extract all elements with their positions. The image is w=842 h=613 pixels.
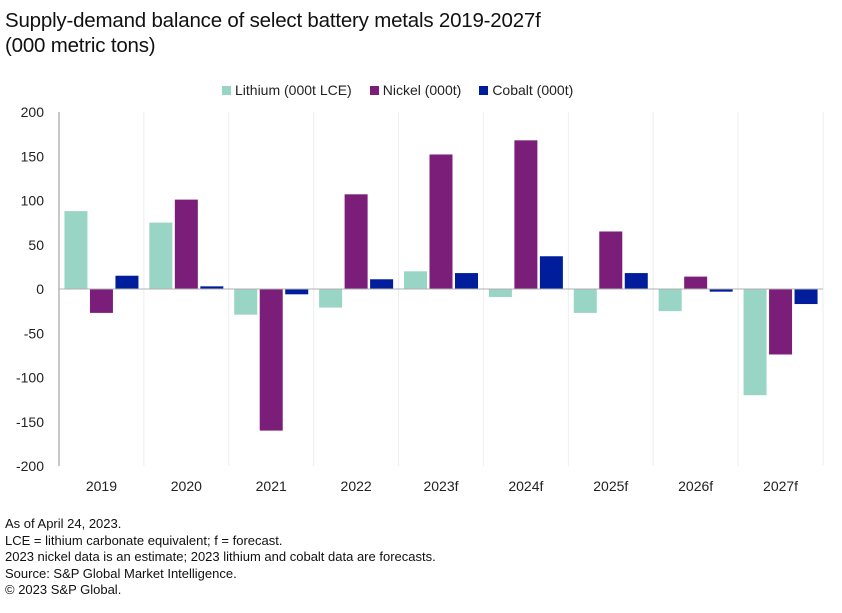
bar-cobalt-2026f	[709, 289, 733, 292]
chart-title-block: Supply-demand balance of select battery …	[5, 8, 541, 58]
bar-lithium-2022	[319, 289, 343, 308]
x-tick-label: 2027f	[763, 478, 798, 494]
y-tick-label: -150	[16, 414, 44, 430]
y-tick-label: 0	[36, 281, 44, 297]
chart-title: Supply-demand balance of select battery …	[5, 9, 541, 32]
bar-nickel-2023f	[429, 154, 453, 289]
x-tick-label: 2019	[86, 478, 117, 494]
bar-lithium-2021	[234, 289, 258, 315]
footnote-date: As of April 24, 2023.	[5, 516, 122, 531]
bar-lithium-2025f	[573, 289, 597, 313]
bar-lithium-2020	[149, 222, 173, 289]
legend-label-cobalt: Cobalt (000t)	[492, 82, 574, 98]
x-tick-label: 2024f	[508, 478, 543, 494]
x-tick-label: 2021	[256, 478, 287, 494]
bar-cobalt-2020	[200, 286, 224, 289]
legend-swatch-nickel	[369, 85, 379, 95]
chart-subtitle: (000 metric tons)	[5, 34, 156, 57]
footnote-copyright: © 2023 S&P Global.	[5, 582, 122, 598]
bar-lithium-2023f	[404, 271, 427, 289]
legend-label-nickel: Nickel (000t)	[382, 82, 462, 98]
x-tick-label: 2023f	[423, 478, 458, 494]
legend: Lithium (000t LCE) Nickel (000t) Cobalt …	[222, 82, 573, 98]
bar-cobalt-2019	[115, 275, 139, 289]
y-tick-label: -100	[16, 370, 44, 386]
legend-item-nickel: Nickel (000t)	[369, 82, 462, 98]
legend-label-lithium: Lithium (000t LCE)	[235, 82, 352, 98]
bar-nickel-2027f	[769, 289, 793, 355]
bar-lithium-2027f	[743, 289, 767, 396]
bar-nickel-2019	[89, 289, 113, 313]
bar-lithium-2026f	[658, 289, 682, 312]
bar-lithium-2019	[64, 211, 88, 289]
x-tick-label: 2026f	[678, 478, 713, 494]
bar-nickel-2025f	[599, 231, 623, 289]
bar-cobalt-2021	[285, 289, 309, 295]
bar-nickel-2026f	[684, 276, 708, 289]
bar-nickel-2021	[259, 289, 283, 431]
bar-cobalt-2023f	[455, 273, 478, 289]
y-tick-label: -50	[24, 325, 44, 341]
x-tick-label: 2025f	[593, 478, 628, 494]
y-tick-label: 50	[28, 237, 44, 253]
y-tick-label: -200	[16, 458, 44, 474]
x-tick-label: 2022	[341, 478, 372, 494]
legend-item-lithium: Lithium (000t LCE)	[222, 82, 352, 98]
footnote-estimate: 2023 nickel data is an estimate; 2023 li…	[5, 549, 436, 565]
legend-swatch-lithium	[222, 85, 231, 95]
bar-cobalt-2024f	[539, 256, 563, 289]
bar-nickel-2024f	[514, 140, 538, 289]
legend-swatch-cobalt	[479, 85, 489, 95]
bar-lithium-2024f	[488, 289, 512, 297]
footnote-lce: LCE = lithium carbonate equivalent; f = …	[5, 532, 283, 548]
x-tick-label: 2020	[171, 478, 202, 494]
y-tick-label: 200	[21, 104, 45, 120]
footnote-source: Source: S&P Global Market Intelligence.	[5, 565, 237, 581]
bar-cobalt-2022	[370, 279, 394, 289]
legend-item-cobalt: Cobalt (000t)	[479, 82, 573, 98]
bar-cobalt-2025f	[624, 273, 648, 289]
bar-nickel-2022	[344, 194, 368, 289]
y-tick-label: 100	[21, 193, 45, 209]
bar-cobalt-2027f	[794, 289, 818, 305]
footnotes: As of April 24, 2023. LCE = lithium carb…	[5, 516, 436, 599]
bar-nickel-2020	[174, 199, 198, 289]
y-tick-label: 150	[21, 148, 45, 164]
